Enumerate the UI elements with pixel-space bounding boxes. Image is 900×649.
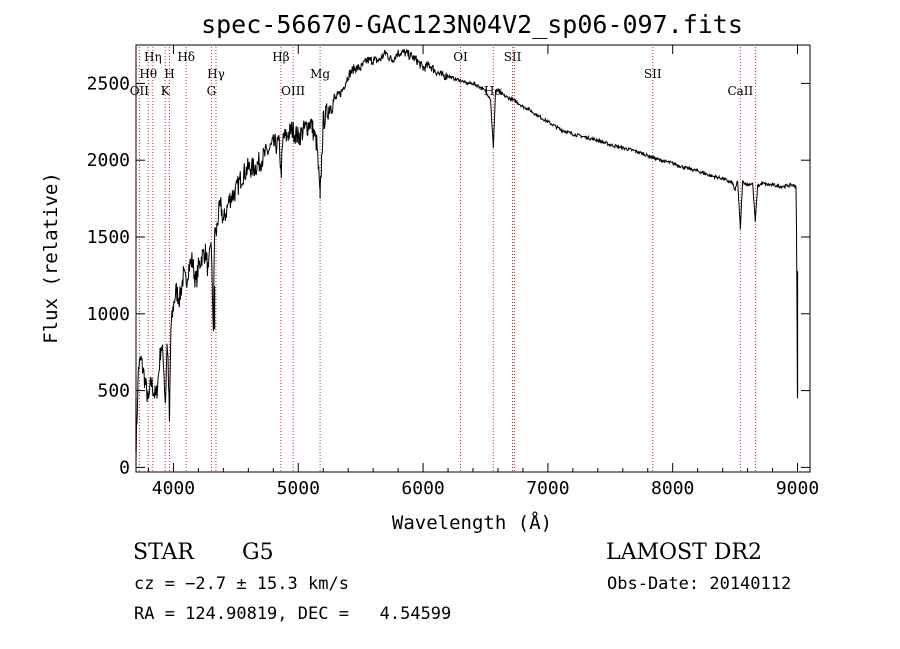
y-tick-label: 2500 [87,73,130,94]
spectrum-line [135,48,798,463]
line-marker-label: Mg [310,67,330,81]
line-marker-label: Hη [144,50,162,64]
x-tick-label: 6000 [401,478,444,499]
ra-dec-text: RA = 124.90819, DEC = 4.54599 [134,604,452,624]
plot-frame [135,44,811,473]
survey-name: LAMOST DR2 [606,540,762,565]
obs-date: Obs-Date: 20140112 [607,574,792,594]
y-tick-label: 1500 [87,227,130,248]
line-marker-label: SII [644,67,662,81]
object-class: STAR [133,540,194,565]
y-axis-label: Flux (relative) [40,172,62,344]
line-marker-label: Hθ [139,67,157,81]
line-marker-label: OIII [281,84,305,98]
x-tick-label: 4000 [152,478,195,499]
x-tick-label: 8000 [651,478,694,499]
y-tick-label: 1000 [87,304,130,325]
chart-title: spec-56670-GAC123N04V2_sp06-097.fits [201,10,743,39]
line-marker-label: K [161,84,171,98]
line-marker-label: Hα [484,84,503,98]
line-marker-label: H [164,67,174,81]
x-tick-label: 7000 [526,478,569,499]
line-marker-label: Hβ [272,50,289,64]
line-marker-label: G [207,84,217,98]
x-tick-label: 9000 [776,478,819,499]
y-tick-label: 500 [97,381,130,402]
line-marker-label: OI [453,50,468,64]
redshift-text: cz = −2.7 ± 15.3 km/s [134,574,349,594]
line-marker-label: Hγ [207,67,225,81]
x-axis-label: Wavelength (Å) [392,511,552,534]
y-tick-label: 2000 [87,150,130,171]
line-marker-label: CaII [727,84,753,98]
object-subclass: G5 [242,540,274,565]
line-marker-label: OII [130,84,150,98]
axis-ticks: 4000 5000 6000 7000 8000 9000 0 500 1000 1500 2000… [87,45,819,499]
line-marker-label: SII [504,50,522,64]
x-tick-label: 5000 [277,478,320,499]
line-marker-label: Hδ [177,50,195,64]
y-tick-label: 0 [119,457,130,478]
